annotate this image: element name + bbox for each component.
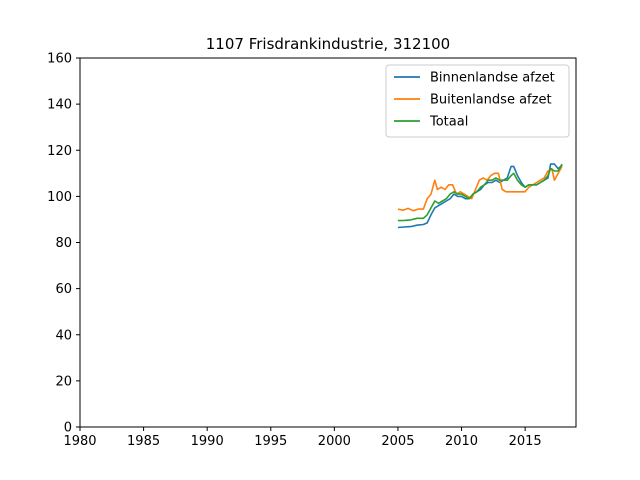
legend: Binnenlandse afzet Buitenlandse afzet Tota… — [385, 64, 570, 138]
x-tick-label: 2015 — [509, 434, 542, 449]
x-tick-label: 1995 — [254, 434, 287, 449]
x-tick-label: 2010 — [445, 434, 478, 449]
y-tick-label: 80 — [55, 236, 72, 251]
chart-title: 1107 Frisdrankindustrie, 312100 — [206, 35, 450, 53]
y-tick-label: 140 — [47, 98, 72, 113]
legend-label: Binnenlandse afzet — [430, 71, 555, 86]
x-tick-label: 1985 — [127, 434, 160, 449]
series-layer — [397, 163, 563, 229]
y-axis: 0 20 40 60 80 100 120 140 160 — [47, 52, 80, 436]
y-tick-label: 60 — [55, 282, 72, 297]
x-tick-label: 2000 — [318, 434, 351, 449]
x-tick-label: 1990 — [191, 434, 224, 449]
x-axis: 1980 1985 1990 1995 2000 2005 2010 2015 — [63, 427, 542, 449]
legend-label: Buitenlandse afzet — [430, 93, 552, 108]
legend-box — [385, 64, 570, 138]
y-tick-label: 160 — [47, 52, 72, 67]
y-tick-label: 20 — [55, 374, 72, 389]
legend-label: Totaal — [429, 115, 468, 130]
y-tick-label: 100 — [47, 190, 72, 205]
series-line-2 — [397, 166, 563, 212]
y-tick-label: 0 — [64, 421, 72, 436]
y-tick-label: 120 — [47, 144, 72, 159]
x-tick-label: 2005 — [381, 434, 414, 449]
y-tick-label: 40 — [55, 328, 72, 343]
x-tick-label: 1980 — [63, 434, 96, 449]
series-line-3 — [397, 163, 563, 222]
